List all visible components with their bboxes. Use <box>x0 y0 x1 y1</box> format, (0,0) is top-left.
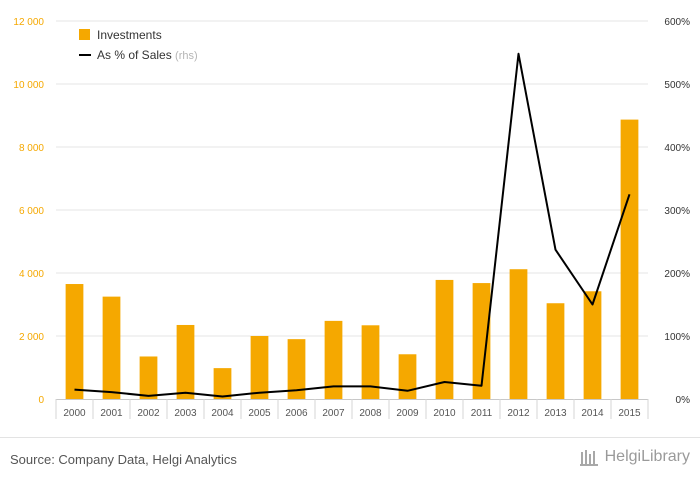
x-axis: 2000 2001 2002 2003 2004 2005 2006 2007 2008 2009… <box>55 399 649 419</box>
gridlines <box>56 20 648 337</box>
bar-2013 <box>546 303 565 399</box>
bar-2015 <box>620 119 639 399</box>
legend-swatch-investments <box>79 29 90 40</box>
x-tick-label: 2013 <box>544 408 567 419</box>
bar-2005 <box>250 336 269 399</box>
y-left-tick-label: 4 000 <box>19 269 44 280</box>
y-axis-right: 0% 100% 200% 300% 400% 500% 600% <box>664 17 690 406</box>
y-left-tick-label: 8 000 <box>19 143 44 154</box>
x-tick-label: 2000 <box>63 408 86 419</box>
y-right-tick-label: 100% <box>664 332 690 343</box>
y-right-tick-label: 400% <box>664 143 690 154</box>
y-axis-left: 0 2 000 4 000 6 000 8 000 10 000 12 000 <box>13 17 44 406</box>
bar-2011 <box>472 283 491 399</box>
x-tick-label: 2011 <box>471 408 493 419</box>
y-right-tick-label: 0% <box>676 395 691 406</box>
sales-ratio-line <box>74 52 631 398</box>
x-tick-label: 2002 <box>137 408 160 419</box>
x-tick-label: 2008 <box>359 408 382 419</box>
brand-logo: Helgi Library <box>579 448 690 466</box>
bar-2007 <box>324 320 343 399</box>
legend: Investments As % of Sales (rhs) <box>79 28 198 62</box>
bar-2006 <box>287 339 306 399</box>
brand-name-part1: Helgi <box>604 448 642 465</box>
y-right-tick-label: 600% <box>664 17 690 28</box>
x-tick-label: 2012 <box>507 408 530 419</box>
y-left-tick-label: 2 000 <box>19 332 44 343</box>
x-tick-label: 2006 <box>285 408 308 419</box>
bar-2003 <box>176 324 195 399</box>
legend-label-sales-ratio: As % of Sales (rhs) <box>97 48 198 62</box>
bar-2010 <box>435 279 454 399</box>
x-tick-label: 2010 <box>433 408 456 419</box>
bar-2001 <box>102 296 121 399</box>
legend-rhs-note: (rhs) <box>175 50 198 62</box>
x-tick-label: 2005 <box>248 408 271 419</box>
y-left-tick-label: 0 <box>38 395 44 406</box>
x-tick-label: 2014 <box>581 408 604 419</box>
y-right-tick-label: 300% <box>664 206 690 217</box>
x-tick-label: 2015 <box>618 408 641 419</box>
bar-2008 <box>361 325 380 399</box>
y-right-tick-label: 500% <box>664 80 690 91</box>
library-icon <box>579 450 598 466</box>
bar-2014 <box>583 291 602 399</box>
legend-label-investments: Investments <box>97 28 162 42</box>
bar-2000 <box>65 284 84 399</box>
y-right-tick-label: 200% <box>664 269 690 280</box>
y-left-tick-label: 6 000 <box>19 206 44 217</box>
bar-2002 <box>139 356 158 399</box>
x-tick-label: 2007 <box>322 408 345 419</box>
footer-divider <box>0 437 700 438</box>
bar-2012 <box>509 269 528 399</box>
brand-name-part2: Library <box>641 448 690 465</box>
y-left-tick-label: 10 000 <box>13 80 44 91</box>
bar-2009 <box>398 354 417 399</box>
x-tick-label: 2004 <box>211 408 234 419</box>
bar-2004 <box>213 368 232 399</box>
x-tick-label: 2003 <box>174 408 197 419</box>
line-as-pct-of-sales <box>74 52 631 398</box>
x-tick-label: 2001 <box>100 408 123 419</box>
y-left-tick-label: 12 000 <box>13 17 44 28</box>
source-note: Source: Company Data, Helgi Analytics <box>10 452 237 467</box>
investment-bars <box>65 119 639 399</box>
chart: 2000 2001 2002 2003 2004 2005 2006 2007 2008 2009… <box>13 17 690 419</box>
x-tick-label: 2009 <box>396 408 419 419</box>
